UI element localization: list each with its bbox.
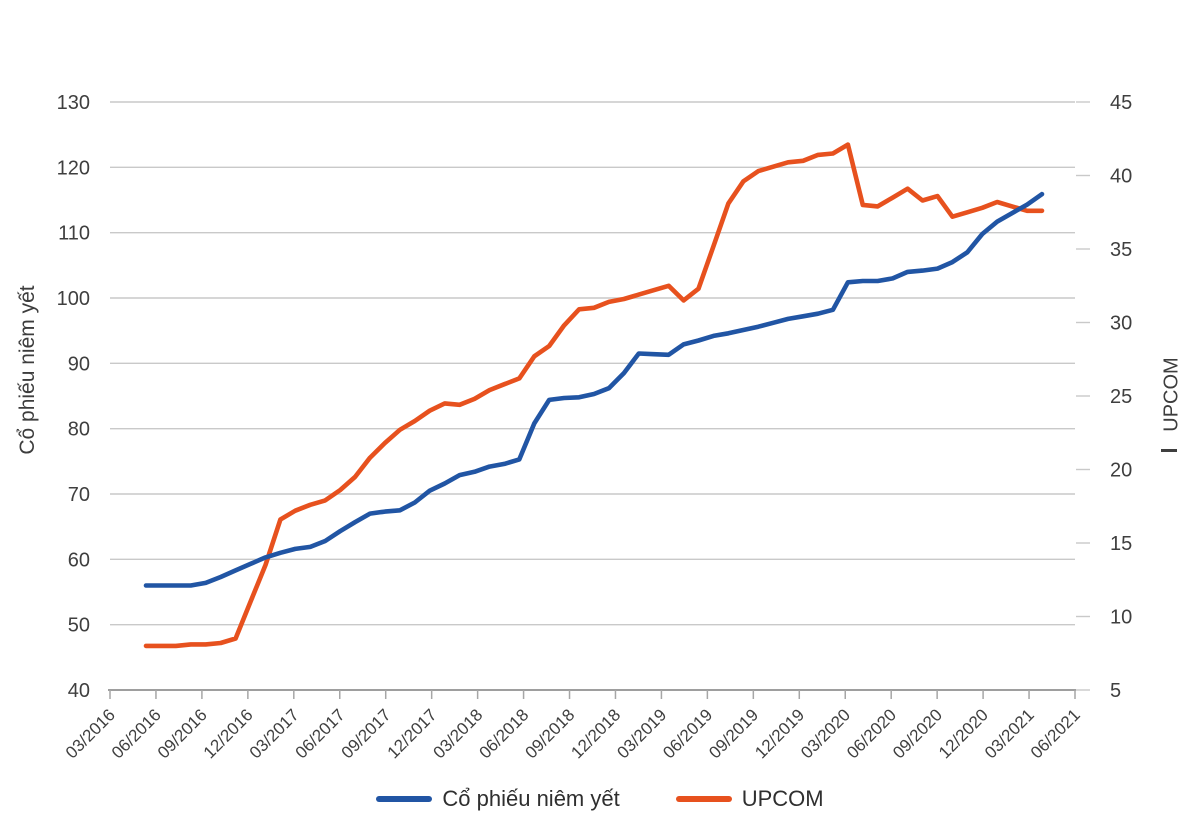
right-axis-title: UPCOM — [1160, 357, 1183, 432]
x-axis-label: 09/2019 — [705, 705, 762, 762]
x-axis-label: 06/2019 — [659, 705, 716, 762]
y-axis-label-right: 15 — [1110, 533, 1132, 555]
y-axis-label-right: 25 — [1110, 386, 1132, 408]
y-axis-label-left: 90 — [68, 353, 90, 375]
series-line-upcom — [143, 142, 1045, 649]
legend-swatch-listed — [376, 796, 433, 802]
y-axis-label-left: 110 — [58, 223, 90, 245]
y-axis-label-right: 10 — [1110, 607, 1132, 629]
x-axis-label: 03/2017 — [246, 705, 303, 762]
x-axis-label: 06/2021 — [1027, 705, 1084, 762]
y-axis-label-right: 35 — [1110, 239, 1132, 261]
y-axis-label-right: 30 — [1110, 313, 1132, 335]
y-axis-label-left: 100 — [57, 288, 90, 310]
x-axis-label: 03/2018 — [430, 705, 487, 762]
x-axis-label: 12/2016 — [200, 705, 257, 762]
y-axis-label-right: 5 — [1110, 680, 1121, 702]
y-axis-label-right: 45 — [1110, 92, 1132, 114]
right-axis-title-dash — [1161, 449, 1177, 452]
x-axis-label: 12/2020 — [935, 705, 992, 762]
x-axis-label: 06/2016 — [108, 705, 165, 762]
y-axis-label-left: 60 — [68, 549, 90, 571]
x-axis-label: 12/2019 — [751, 705, 808, 762]
legend-label-listed: Cổ phiếu niêm yết — [442, 786, 620, 811]
x-axis-label: 09/2018 — [521, 705, 578, 762]
y-axis-label-right: 20 — [1110, 460, 1132, 482]
x-axis-label: 06/2018 — [476, 705, 533, 762]
x-axis-label: 03/2016 — [62, 705, 119, 762]
x-axis-label: 09/2016 — [154, 705, 211, 762]
x-axis-label: 06/2017 — [292, 705, 349, 762]
legend: Cổ phiếu niêm yết UPCOM — [0, 786, 1200, 812]
series-line-listed — [143, 191, 1045, 588]
x-axis-label: 03/2021 — [981, 705, 1038, 762]
x-axis-label: 03/2019 — [613, 705, 670, 762]
x-axis-label: 06/2020 — [843, 705, 900, 762]
x-axis-label: 09/2017 — [338, 705, 395, 762]
legend-item-listed: Cổ phiếu niêm yết — [376, 786, 620, 812]
y-axis-label-left: 40 — [68, 680, 90, 702]
y-axis-label-left: 120 — [57, 157, 90, 179]
legend-item-upcom: UPCOM — [675, 786, 824, 812]
x-axis-label: 12/2018 — [567, 705, 624, 762]
x-axis-label: 09/2020 — [889, 705, 946, 762]
y-axis-label-left: 130 — [57, 92, 90, 114]
y-axis-label-left: 80 — [68, 419, 90, 441]
y-axis-label-left: 50 — [68, 615, 90, 637]
left-axis-title: Cổ phiếu niêm yết — [16, 285, 39, 455]
x-axis-label: 12/2017 — [384, 705, 441, 762]
legend-label-upcom: UPCOM — [741, 786, 824, 811]
x-axis-label: 03/2020 — [797, 705, 854, 762]
y-axis-label-left: 70 — [68, 484, 90, 506]
y-axis-label-right: 40 — [1110, 166, 1132, 188]
legend-swatch-upcom — [675, 796, 732, 802]
